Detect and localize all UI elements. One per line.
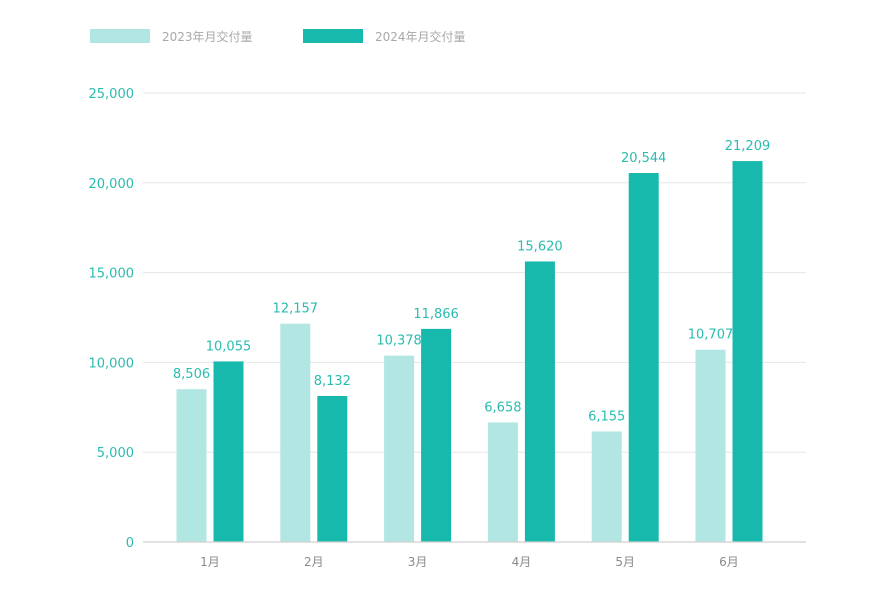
data-label-2023-1: 8,506: [173, 367, 210, 382]
bar-2024-6: [732, 161, 763, 542]
data-label-2024-1: 10,055: [206, 339, 252, 354]
x-category-label: 3月: [408, 555, 428, 569]
data-label-2024-6: 21,209: [725, 139, 771, 154]
legend: 2023年月交付量 2024年月交付量: [90, 29, 466, 44]
y-tick-label: 15,000: [89, 267, 135, 282]
data-labels: 8,506 10,055 12,157 8,132 10,378 11,866 6,658 1…: [173, 139, 770, 424]
y-axis-ticks: 0 5,000 10,000 15,000 20,000 25,000: [89, 87, 135, 551]
data-label-2024-2: 8,132: [314, 374, 351, 389]
x-category-label: 4月: [512, 555, 532, 569]
bar-2024-5: [628, 173, 659, 542]
y-tick-label: 20,000: [89, 177, 135, 192]
bar-2023-2: [280, 323, 311, 542]
bars: [176, 161, 763, 542]
y-tick-label: 25,000: [89, 87, 135, 102]
data-label-2024-4: 15,620: [517, 239, 563, 254]
data-label-2023-6: 10,707: [688, 328, 734, 343]
x-category-label: 6月: [719, 555, 739, 569]
x-axis-categories: 1月 2月 3月 4月 5月 6月: [200, 555, 739, 569]
y-tick-label: 10,000: [89, 356, 135, 371]
data-label-2024-5: 20,544: [621, 151, 667, 166]
data-label-2023-2: 12,157: [273, 302, 319, 317]
x-category-label: 5月: [615, 555, 635, 569]
y-tick-label: 0: [126, 536, 134, 551]
legend-swatch-1: [90, 29, 150, 43]
bar-2023-5: [591, 431, 622, 542]
data-label-2023-4: 6,658: [484, 400, 521, 415]
data-label-2023-5: 6,155: [588, 409, 625, 424]
x-category-label: 2月: [304, 555, 324, 569]
bar-2024-3: [421, 328, 452, 542]
legend-label-2: 2024年月交付量: [375, 29, 466, 44]
x-category-label: 1月: [200, 555, 220, 569]
bar-2023-4: [487, 422, 518, 542]
y-tick-label: 5,000: [97, 446, 134, 461]
bar-2024-2: [317, 395, 348, 542]
bar-2023-6: [695, 349, 726, 542]
data-label-2023-3: 10,378: [376, 334, 422, 349]
data-label-2024-3: 11,866: [413, 307, 459, 322]
bar-2024-1: [213, 361, 244, 542]
bar-2023-3: [384, 355, 415, 542]
legend-label-1: 2023年月交付量: [162, 29, 253, 44]
bar-2024-4: [524, 261, 555, 542]
legend-swatch-2: [303, 29, 363, 43]
bar-2023-1: [176, 389, 207, 542]
